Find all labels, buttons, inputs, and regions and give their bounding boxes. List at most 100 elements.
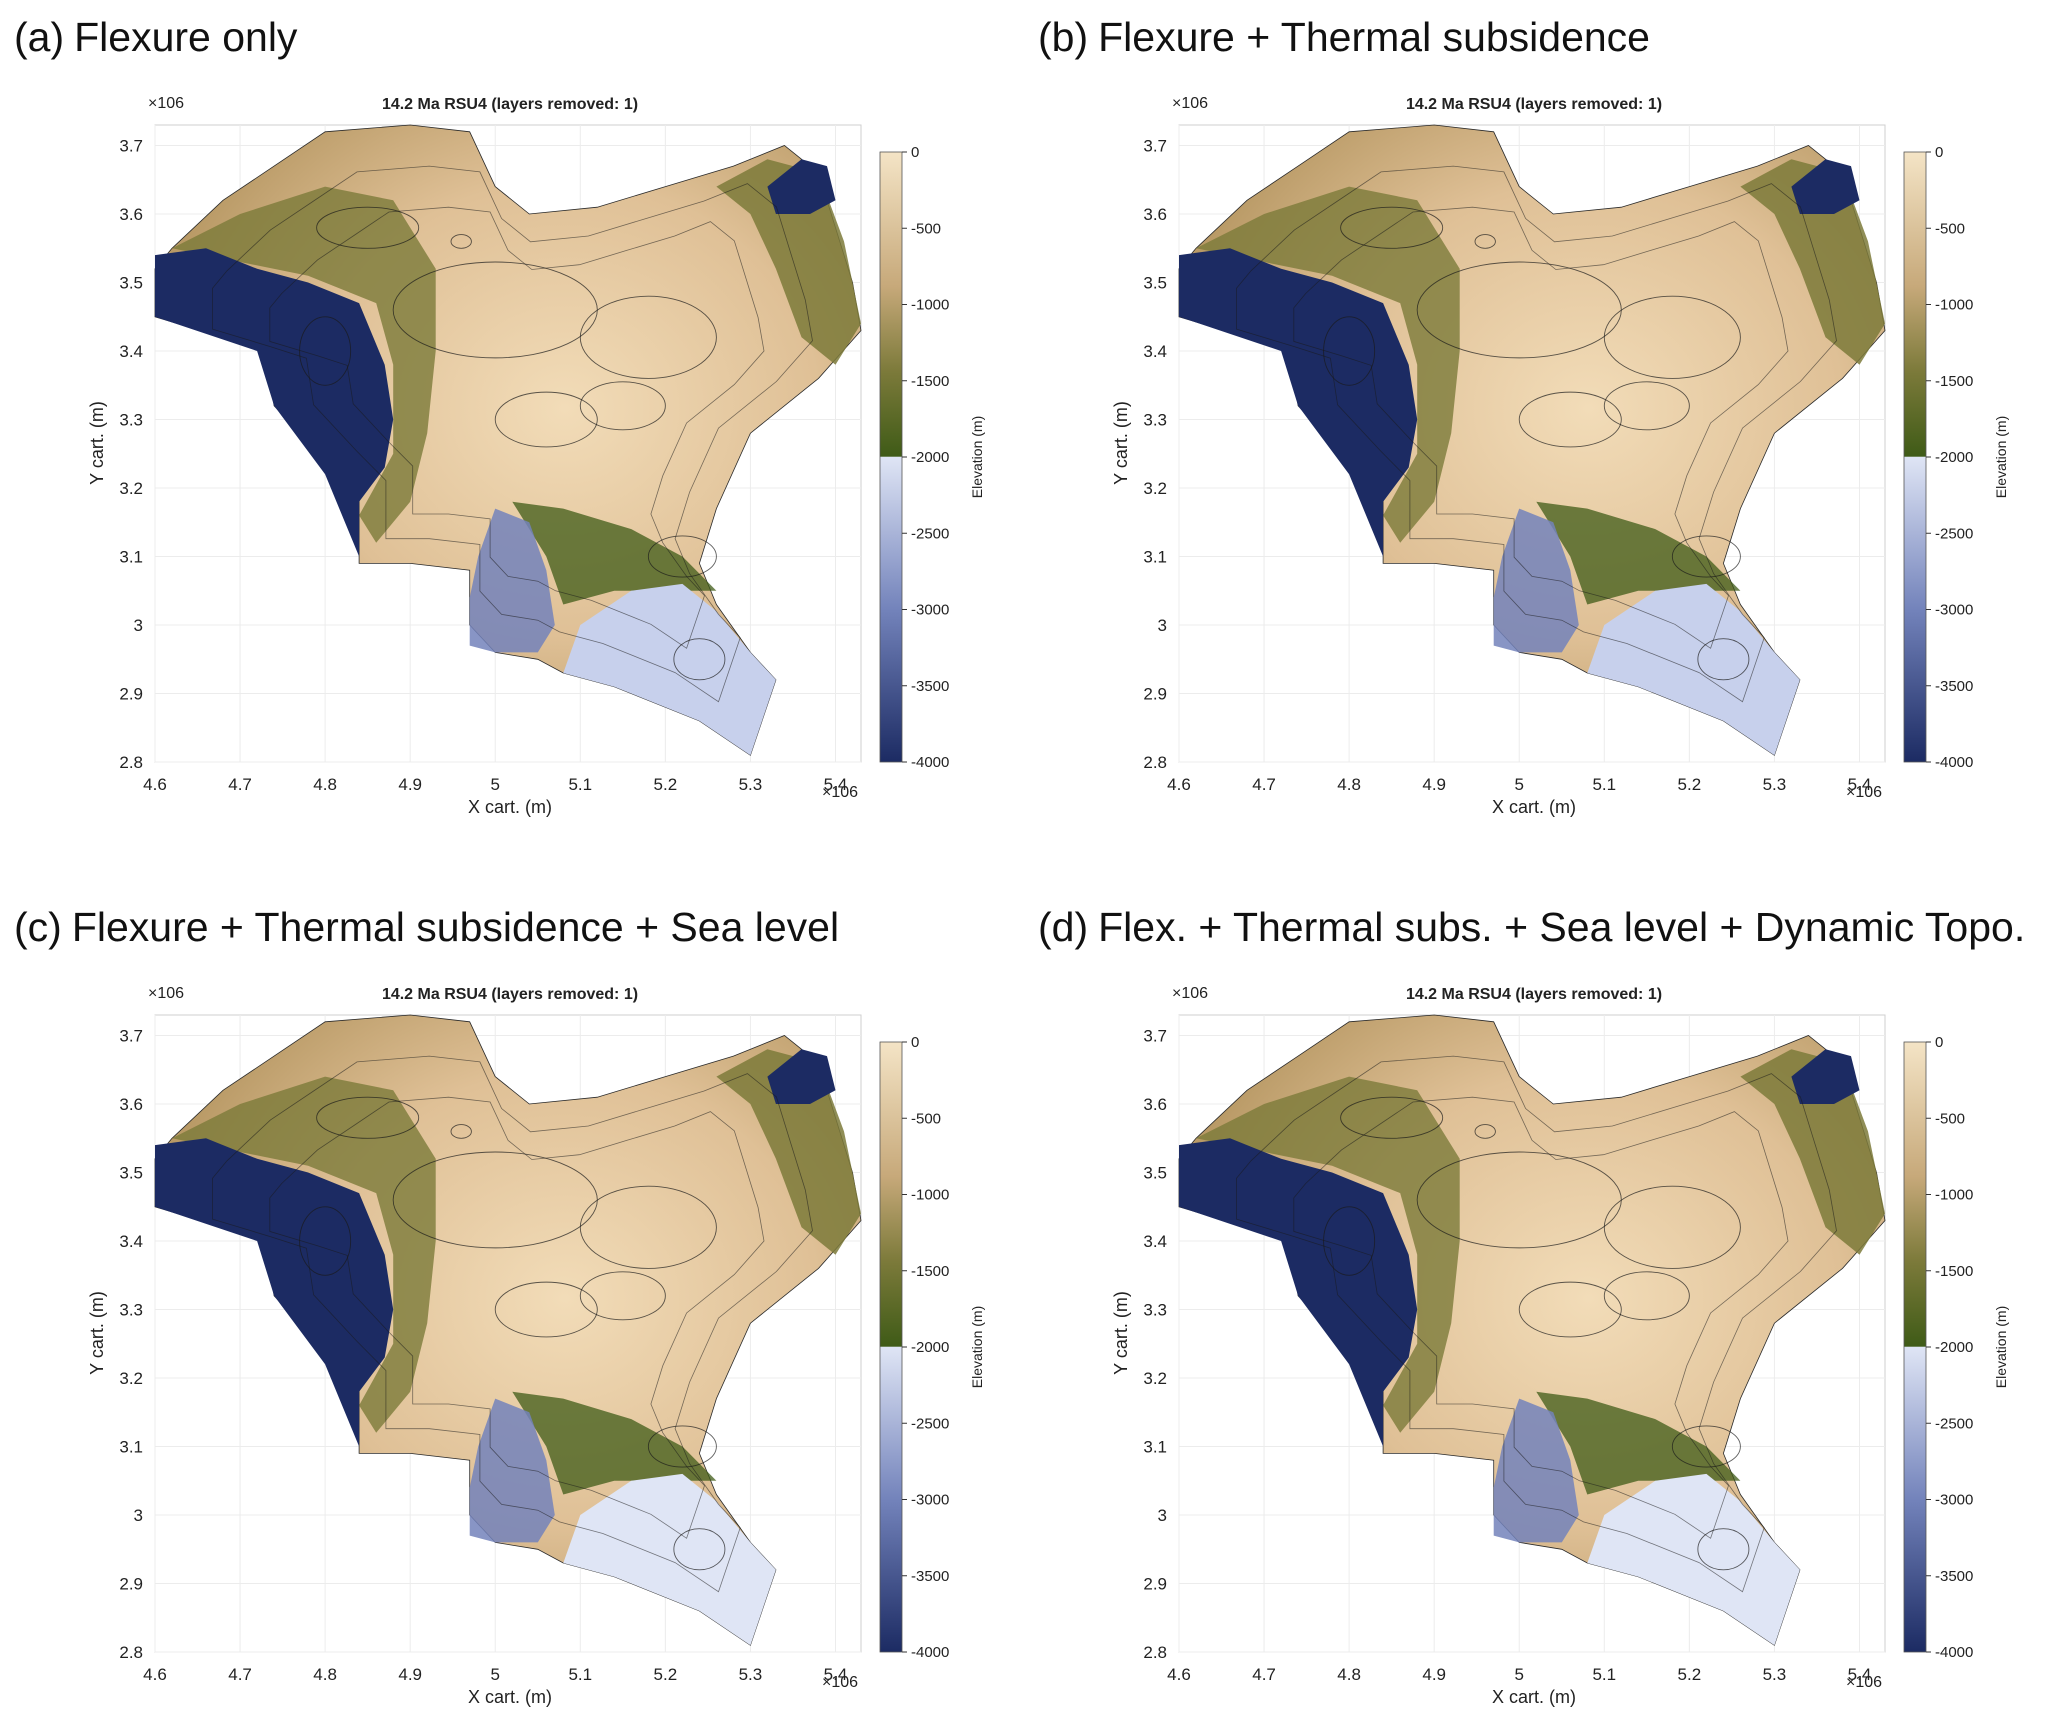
x-axis-label: X cart. (m) bbox=[1492, 1687, 1576, 1707]
contour-line bbox=[1671, 535, 1741, 578]
x-tick-label: 5.1 bbox=[568, 775, 592, 794]
y-tick-label: 3.6 bbox=[1143, 205, 1167, 224]
colorbar-tick-label: -3500 bbox=[911, 1568, 949, 1585]
x-tick-label: 4.6 bbox=[1167, 1665, 1191, 1684]
panel-b-title: (b) Flexure + Thermal subsidence bbox=[1038, 14, 1650, 61]
contour-line bbox=[579, 381, 666, 431]
contour-line bbox=[212, 1055, 813, 1593]
contour-line bbox=[1603, 381, 1690, 431]
contour-line bbox=[579, 1271, 666, 1321]
y-tick-label: 3.5 bbox=[1143, 1164, 1167, 1183]
contour-line bbox=[579, 1185, 717, 1269]
colorbar-tick-label: -3000 bbox=[1935, 602, 1973, 619]
south-basin-east bbox=[563, 583, 776, 756]
contour-line bbox=[1293, 1096, 1789, 1539]
x-tick-label: 5.3 bbox=[1763, 775, 1787, 794]
contour-line bbox=[1697, 1528, 1750, 1571]
x-exponent: ×106 bbox=[822, 1674, 858, 1691]
contour-line bbox=[673, 638, 726, 681]
colorbar-tick-label: -4000 bbox=[1935, 754, 1973, 771]
y-tick-label: 3.5 bbox=[119, 1164, 143, 1183]
contour-line bbox=[1474, 1124, 1496, 1139]
x-tick-label: 5.4 bbox=[824, 775, 848, 794]
y-tick-label: 3.7 bbox=[119, 1027, 143, 1046]
colorbar-tick-label: -2000 bbox=[1935, 1339, 1973, 1356]
y-tick-label: 3.3 bbox=[119, 1301, 143, 1320]
colorbar-tick-label: -1500 bbox=[1935, 373, 1973, 390]
south-basin-west bbox=[469, 508, 555, 653]
x-tick-label: 5.2 bbox=[654, 775, 678, 794]
x-tick-label: 4.8 bbox=[313, 775, 337, 794]
contour-line bbox=[1323, 1206, 1376, 1276]
x-tick-label: 5.3 bbox=[739, 775, 763, 794]
south-basin-west bbox=[1493, 508, 1579, 653]
colorbar-tick-label: -500 bbox=[1935, 220, 1965, 237]
colorbar-tick-label: 0 bbox=[911, 1034, 919, 1051]
colorbar bbox=[879, 1041, 903, 1653]
south-basin-west bbox=[469, 1398, 555, 1543]
southern-slope bbox=[1536, 1391, 1741, 1495]
western-deep-basin bbox=[155, 248, 394, 557]
y-tick-label: 3.2 bbox=[1143, 1369, 1167, 1388]
x-tick-label: 4.9 bbox=[398, 1665, 422, 1684]
y-tick-label: 3.1 bbox=[1143, 1438, 1167, 1457]
y-tick-label: 3.7 bbox=[119, 137, 143, 156]
y-tick-label: 3.3 bbox=[119, 411, 143, 430]
contour-line bbox=[316, 1096, 420, 1139]
x-tick-label: 5.4 bbox=[824, 1665, 848, 1684]
x-tick-label: 4.7 bbox=[1252, 1665, 1276, 1684]
y-tick-label: 3.2 bbox=[119, 1369, 143, 1388]
y-exponent: ×106 bbox=[1172, 95, 1208, 112]
x-tick-label: 5 bbox=[491, 1665, 500, 1684]
panel-a-title: (a) Flexure only bbox=[14, 14, 297, 61]
x-axis-label: X cart. (m) bbox=[468, 1687, 552, 1707]
contour-line bbox=[1340, 206, 1444, 249]
y-axis-label: Y cart. (m) bbox=[1111, 1291, 1131, 1375]
south-basin-west bbox=[1493, 1398, 1579, 1543]
southern-slope bbox=[512, 501, 717, 605]
colorbar-tick-label: -3000 bbox=[911, 1492, 949, 1509]
contour-line bbox=[673, 1528, 726, 1571]
y-tick-label: 3.4 bbox=[1143, 342, 1167, 361]
northeast-deep bbox=[1791, 159, 1860, 214]
colorbar-tick-label: -2000 bbox=[911, 449, 949, 466]
eastern-slope bbox=[1740, 1049, 1885, 1255]
colorbar-label: Elevation (m) bbox=[969, 416, 985, 498]
x-tick-label: 4.6 bbox=[143, 775, 167, 794]
x-tick-label: 4.9 bbox=[1422, 1665, 1446, 1684]
y-exponent: ×106 bbox=[148, 95, 184, 112]
colorbar-tick-label: 0 bbox=[911, 144, 919, 161]
colorbar-tick-label: -2500 bbox=[1935, 525, 1973, 542]
south-basin-east bbox=[1587, 1473, 1800, 1646]
colorbar bbox=[879, 151, 903, 763]
x-tick-label: 5.4 bbox=[1848, 1665, 1872, 1684]
y-tick-label: 3.3 bbox=[1143, 1301, 1167, 1320]
contour-line bbox=[1340, 1096, 1444, 1139]
axes-title: 14.2 Ma RSU4 (layers removed: 1) bbox=[1406, 986, 1662, 1003]
y-tick-label: 3.7 bbox=[1143, 137, 1167, 156]
y-tick-label: 3 bbox=[134, 1506, 143, 1525]
x-tick-label: 5 bbox=[491, 775, 500, 794]
contour-line bbox=[647, 1425, 717, 1468]
panel-letter: (c) bbox=[14, 904, 62, 950]
x-tick-label: 4.8 bbox=[313, 1665, 337, 1684]
western-deep-basin bbox=[1179, 1138, 1418, 1447]
colorbar-tick-label: -500 bbox=[911, 1110, 941, 1127]
contour-line bbox=[579, 295, 717, 379]
colorbar-tick-label: 0 bbox=[1935, 144, 1943, 161]
eastern-slope bbox=[1740, 159, 1885, 365]
x-axis-label: X cart. (m) bbox=[1492, 797, 1576, 817]
panel-title-text: Flex. + Thermal subs. + Sea level + Dyna… bbox=[1098, 904, 2026, 950]
y-tick-label: 3.4 bbox=[119, 342, 143, 361]
panel-title-text: Flexure + Thermal subsidence bbox=[1098, 14, 1650, 60]
x-tick-label: 4.9 bbox=[398, 775, 422, 794]
colorbar-tick-label: -2500 bbox=[1935, 1415, 1973, 1432]
x-tick-label: 4.7 bbox=[228, 1665, 252, 1684]
contour-line bbox=[1671, 1425, 1741, 1468]
contour-line bbox=[494, 1281, 598, 1338]
contour-line bbox=[1236, 165, 1837, 703]
colorbar-tick-label: -1000 bbox=[911, 1187, 949, 1204]
y-tick-label: 2.8 bbox=[1143, 753, 1167, 772]
panel-letter: (d) bbox=[1038, 904, 1089, 950]
y-tick-label: 3.6 bbox=[1143, 1095, 1167, 1114]
